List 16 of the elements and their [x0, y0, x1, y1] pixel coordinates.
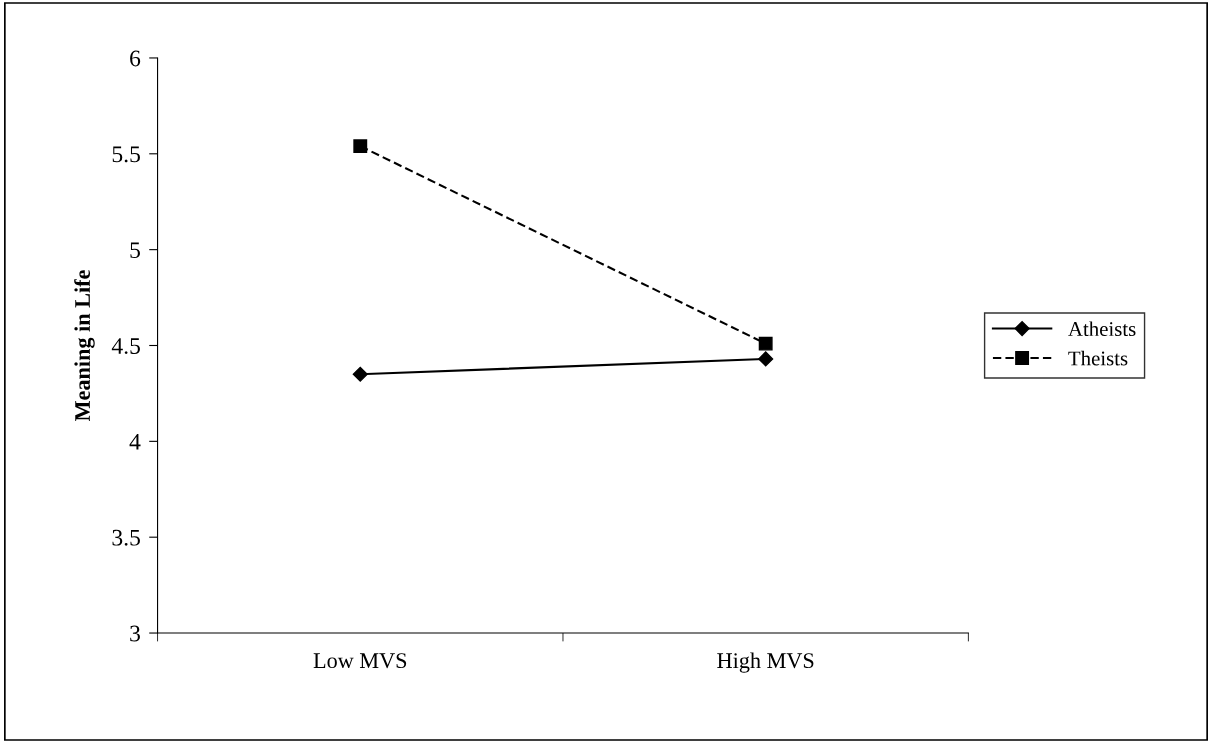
y-tick-label: 6	[130, 50, 141, 67]
y-tick-label: 3.5	[112, 529, 140, 546]
x-tick-label: High MVS	[717, 652, 814, 673]
y-tick-label: 4.5	[111, 338, 140, 355]
point	[758, 351, 774, 367]
y-tick-label: 5	[130, 242, 140, 259]
y-tick-label: 3	[130, 625, 140, 642]
legend-label: Atheists	[1068, 321, 1136, 337]
y-tick-label: 5.5	[112, 146, 140, 163]
x-tick-label: Low MVS	[313, 653, 407, 669]
legend-label: Theists	[1068, 350, 1128, 366]
point	[352, 366, 368, 382]
point	[758, 336, 773, 351]
y-axis-title: Meaning in Life	[74, 270, 95, 422]
point	[353, 139, 368, 154]
y-tick-label: 4	[129, 433, 141, 450]
